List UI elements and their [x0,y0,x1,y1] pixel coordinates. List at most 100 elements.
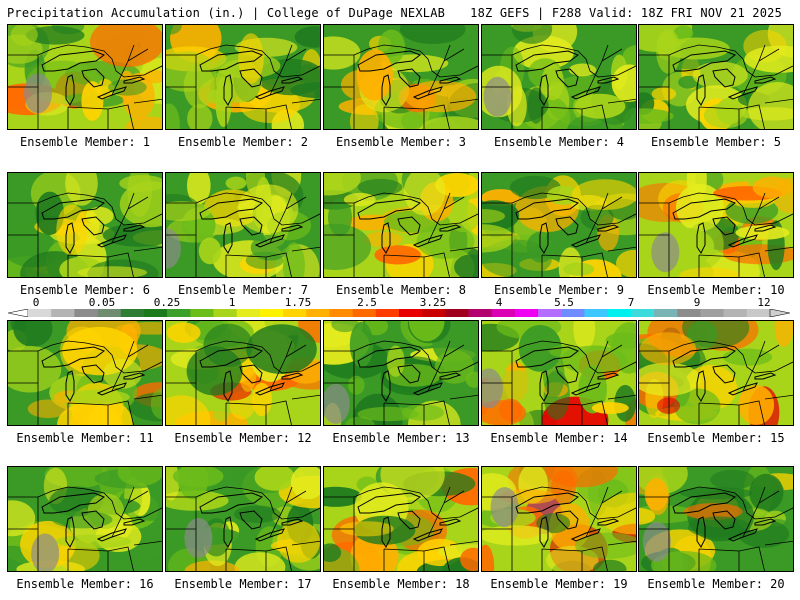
ensemble-member-label: Ensemble Member: 4 [493,135,625,149]
precip-contour [25,26,85,45]
precip-contour [605,332,636,349]
great-lakes-outline [515,492,620,548]
state-borders [639,192,793,277]
precip-contour [166,490,229,511]
precip-contour [348,375,365,395]
ensemble-member-label: Ensemble Member: 9 [493,283,625,297]
colorbar-swatch [746,309,771,317]
precip-contour [684,503,743,520]
precipitation-field [166,321,320,425]
colorbar-tick-label: 7 [627,296,635,309]
precip-contour [403,173,446,216]
ensemble-member-map [323,172,479,278]
product-title: Precipitation Accumulation (in.) | Colle… [7,6,446,20]
precip-contour [571,179,636,210]
great-lakes-outline [41,198,146,254]
precip-contour [482,209,506,224]
precip-contour [651,551,717,571]
ensemble-member-map [481,24,637,130]
precip-contour [386,345,405,377]
great-lakes-outline [41,50,146,106]
precip-contour [673,25,694,41]
precip-contour [225,176,247,190]
precipitation-field [324,321,478,425]
colorbar-tick-label: 12 [757,296,771,309]
precip-contour [435,173,478,197]
colorbar-swatch [607,309,632,317]
precipitation-field [482,25,636,129]
colorbar-tick-label: 1.75 [284,296,312,309]
precip-contour [639,332,696,366]
precip-contour [401,111,424,129]
precip-contour [611,64,636,102]
precip-contour [238,33,264,84]
precip-contour [166,201,211,221]
precip-contour [166,395,211,425]
precip-contour [81,81,104,121]
precipitation-field [639,25,793,129]
precip-contour [465,371,478,388]
colorbar-swatch [97,309,122,317]
precipitation-field [8,173,162,277]
precip-contour [166,103,180,129]
colorbar-swatch [514,309,539,317]
precip-contour [299,186,320,223]
colorbar-tick-label: 9 [693,296,701,309]
great-lakes-outline [672,198,777,254]
ensemble-member-map [638,24,794,130]
precip-contour [460,547,478,571]
colorbar-tick-label: 1 [228,296,236,309]
ensemble-member-label: Ensemble Member: 8 [335,283,467,297]
colorbar-swatch [213,309,237,317]
precipitation-field [639,467,793,571]
precip-contour [115,322,162,335]
precip-contour [277,520,320,563]
precip-contour [592,559,627,571]
ensemble-member-label: Ensemble Member: 14 [490,431,628,445]
great-lakes-outline [515,198,620,254]
ensemble-member-map [323,320,479,426]
precip-contour [282,242,305,277]
precip-contour [639,362,701,396]
precip-contour [580,204,614,230]
precip-contour [692,61,748,89]
colorbar-swatch [352,309,377,317]
ensemble-member-label: Ensemble Member: 7 [177,283,309,297]
ensemble-member-label: Ensemble Member: 16 [16,577,154,591]
colorbar-min-arrow [8,309,29,317]
great-lakes-outline [672,492,777,548]
precip-contour [187,104,213,129]
ensemble-member-label: Ensemble Member: 20 [647,577,785,591]
precip-contour [623,107,636,129]
precip-contour [402,404,444,421]
precipitation-field [8,467,162,571]
precip-contour [678,75,699,89]
precip-contour [656,29,681,74]
colorbar-swatch [445,309,469,317]
great-lakes-outline [41,346,146,402]
precip-contour [117,467,162,486]
light-precip-patch [324,383,350,424]
precip-contour [85,206,114,226]
colorbar-swatch [51,309,75,317]
ensemble-member-map [7,24,163,130]
precip-contour [349,104,379,129]
state-borders [482,192,636,277]
great-lakes-outline [672,346,777,402]
precipitation-field [166,25,320,129]
precip-contour [234,552,286,571]
precipitation-field [324,25,478,129]
precipitation-field [482,173,636,277]
light-precip-patch [483,76,512,117]
precipitation-colorbar [8,309,790,317]
precip-contour [8,500,36,537]
precip-contour [297,321,320,343]
precip-contour [357,178,403,196]
colorbar-max-arrow [769,309,790,317]
light-precip-patch [642,521,671,562]
precip-contour [651,87,677,101]
state-borders [8,192,162,277]
light-precip-patch [490,487,519,528]
precip-contour [596,492,636,535]
precip-contour [13,321,53,347]
